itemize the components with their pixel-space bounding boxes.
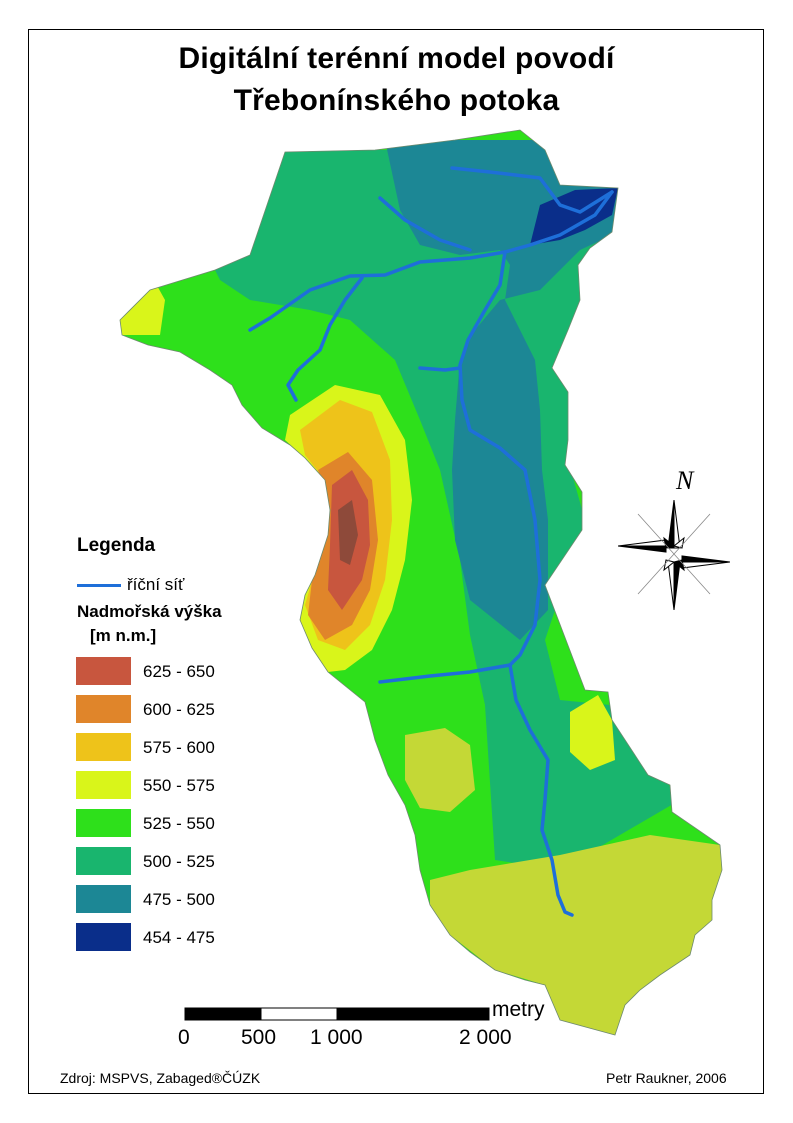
legend-swatch bbox=[76, 733, 131, 761]
legend-elevation-heading: Nadmořská výška [m n.m.] bbox=[77, 600, 307, 648]
legend-swatch bbox=[76, 885, 131, 913]
legend-swatch bbox=[76, 695, 131, 723]
scale-tick-label: 1 000 bbox=[310, 1026, 363, 1049]
legend-class: 475 - 500 bbox=[76, 885, 316, 915]
map-title-line2: Třebonínského potoka bbox=[233, 84, 560, 117]
zone-500-525 bbox=[215, 150, 680, 870]
north-arrow-icon bbox=[618, 500, 730, 610]
legend-class-label: 500 - 525 bbox=[143, 852, 215, 871]
elevation-heading-line1: Nadmořská výška bbox=[77, 602, 222, 621]
legend-swatch bbox=[76, 923, 131, 951]
zone-625-650-peak bbox=[338, 500, 358, 565]
legend-class: 500 - 525 bbox=[76, 847, 316, 877]
basin-outline bbox=[119, 129, 723, 1036]
map-title-line1: Digitální terénní model povodí bbox=[178, 42, 615, 75]
legend-class: 454 - 475 bbox=[76, 923, 316, 953]
legend-swatch bbox=[76, 771, 131, 799]
river-southwest-branch bbox=[286, 276, 364, 402]
scale-unit: metry bbox=[492, 998, 545, 1021]
scale-tick-label: 2 000 bbox=[459, 1026, 512, 1049]
zone-550-575-west bbox=[120, 282, 165, 335]
legend-river-entry: říční síť bbox=[77, 575, 297, 597]
scale-tick-label: 500 bbox=[241, 1026, 277, 1049]
scale-segment bbox=[184, 1007, 262, 1021]
legend-class: 525 - 550 bbox=[76, 809, 316, 839]
river-main-upper bbox=[503, 190, 614, 254]
river-tributary-west bbox=[378, 663, 512, 684]
zone-550-575-south bbox=[405, 728, 475, 812]
legend-class: 600 - 625 bbox=[76, 695, 316, 725]
legend-class-label: 475 - 500 bbox=[143, 890, 215, 909]
north-label: N bbox=[676, 466, 694, 495]
river-tributary-east bbox=[418, 366, 462, 372]
legend-class-label: 575 - 600 bbox=[143, 738, 215, 757]
river-west-branch bbox=[248, 250, 507, 332]
legend-class: 625 - 650 bbox=[76, 657, 316, 687]
scale-tick-label: 0 bbox=[178, 1026, 190, 1049]
river-main-lower bbox=[508, 663, 574, 917]
scale-bar bbox=[184, 1007, 490, 1021]
legend-title: Legenda bbox=[77, 535, 156, 556]
legend-class-label: 550 - 575 bbox=[143, 776, 215, 795]
author-credit: Petr Raukner, 2006 bbox=[606, 1070, 727, 1086]
legend-class-label: 525 - 550 bbox=[143, 814, 215, 833]
scale-segment bbox=[260, 1007, 338, 1021]
scale-segment bbox=[336, 1007, 490, 1021]
legend-class-label: 625 - 650 bbox=[143, 662, 215, 681]
source-credit: Zdroj: MSPVS, Zabaged®ČÚZK bbox=[60, 1070, 261, 1086]
zone-550-575-east bbox=[570, 695, 615, 770]
legend-class: 575 - 600 bbox=[76, 733, 316, 763]
elevation-heading-line2: [m n.m.] bbox=[90, 626, 157, 645]
map-title: Digitální terénní model povodí Třeboníns… bbox=[0, 38, 793, 122]
legend-river-label: říční síť bbox=[127, 575, 185, 594]
legend-swatch bbox=[76, 657, 131, 685]
legend-class: 550 - 575 bbox=[76, 771, 316, 801]
map-frame bbox=[28, 29, 764, 1094]
zone-550-575-southwest bbox=[430, 835, 722, 1035]
legend-swatch bbox=[76, 809, 131, 837]
legend-class-label: 600 - 625 bbox=[143, 700, 215, 719]
river-north-branch bbox=[450, 166, 614, 214]
legend-swatch bbox=[76, 847, 131, 875]
zone-475-500 bbox=[385, 140, 618, 640]
legend-class-label: 454 - 475 bbox=[143, 928, 215, 947]
river-main-middle bbox=[458, 250, 542, 667]
river-northwest-branch bbox=[378, 196, 472, 252]
river-network bbox=[248, 166, 614, 917]
river-line-symbol bbox=[77, 584, 121, 587]
